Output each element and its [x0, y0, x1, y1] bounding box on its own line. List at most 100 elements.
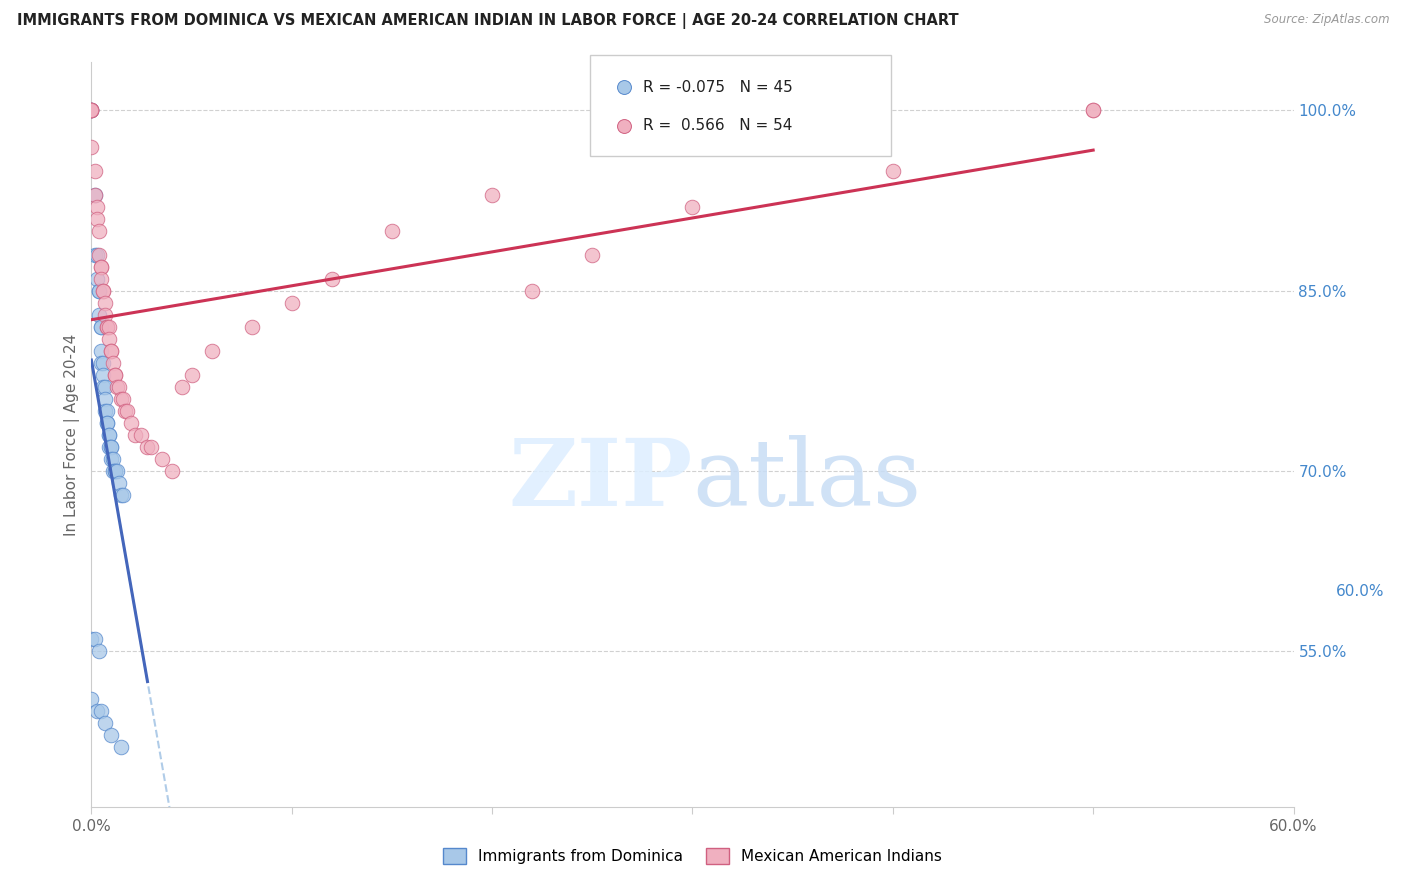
Point [1083, 103, 1105, 118]
Y-axis label: In Labor Force | Age 20-24: In Labor Force | Age 20-24 [65, 334, 80, 536]
Text: R =  0.566   N = 54: R = 0.566 N = 54 [643, 119, 793, 133]
Point [581, 247, 603, 261]
Point [321, 271, 343, 285]
Point [93, 356, 115, 370]
Point [100, 343, 122, 358]
Point [108, 380, 131, 394]
Point [80, 139, 103, 153]
Point [94, 380, 117, 394]
Point [141, 440, 163, 454]
Point [90, 271, 112, 285]
Point [112, 392, 135, 406]
Text: 60.0%: 60.0% [1336, 583, 1384, 599]
Point [86, 200, 108, 214]
FancyBboxPatch shape [591, 55, 891, 155]
Point [381, 224, 404, 238]
Point [89, 644, 111, 658]
Point [84, 163, 107, 178]
Point [100, 728, 122, 742]
Point [94, 716, 117, 731]
Point [90, 319, 112, 334]
Point [93, 284, 115, 298]
Point [112, 488, 135, 502]
Point [98, 319, 121, 334]
Point [96, 416, 118, 430]
Point [103, 451, 125, 466]
Point [93, 380, 115, 394]
Point [107, 464, 129, 478]
Point [80, 103, 103, 118]
Point [104, 368, 127, 382]
Point [104, 464, 127, 478]
Point [108, 475, 131, 490]
Point [89, 284, 111, 298]
Point [90, 356, 112, 370]
Point [90, 260, 112, 274]
Point [103, 464, 125, 478]
Point [121, 416, 143, 430]
Point [110, 488, 132, 502]
Point [98, 428, 121, 442]
Point [96, 319, 118, 334]
Point [522, 284, 544, 298]
Point [84, 632, 107, 646]
Point [80, 103, 103, 118]
Point [481, 187, 503, 202]
Point [98, 332, 121, 346]
Legend: Immigrants from Dominica, Mexican American Indians: Immigrants from Dominica, Mexican Americ… [437, 842, 948, 871]
Point [80, 632, 103, 646]
Point [150, 451, 173, 466]
Point [124, 428, 146, 442]
Point [86, 247, 108, 261]
Point [103, 356, 125, 370]
Point [80, 692, 103, 706]
Point [96, 319, 118, 334]
Point [80, 103, 103, 118]
Point [80, 103, 103, 118]
Point [104, 368, 127, 382]
Point [84, 187, 107, 202]
Point [90, 260, 112, 274]
Point [96, 404, 118, 418]
Point [86, 704, 108, 718]
Point [110, 740, 132, 755]
Point [80, 103, 103, 118]
Point [131, 428, 153, 442]
Text: Source: ZipAtlas.com: Source: ZipAtlas.com [1264, 13, 1389, 27]
Point [90, 343, 112, 358]
Point [100, 343, 122, 358]
Point [104, 464, 127, 478]
Point [1083, 103, 1105, 118]
Point [86, 211, 108, 226]
Point [98, 428, 121, 442]
Point [93, 284, 115, 298]
Point [681, 200, 703, 214]
Point [89, 308, 111, 322]
Point [98, 440, 121, 454]
Point [110, 392, 132, 406]
Text: IMMIGRANTS FROM DOMINICA VS MEXICAN AMERICAN INDIAN IN LABOR FORCE | AGE 20-24 C: IMMIGRANTS FROM DOMINICA VS MEXICAN AMER… [17, 13, 959, 29]
Point [84, 247, 107, 261]
Text: R = -0.075   N = 45: R = -0.075 N = 45 [643, 79, 793, 95]
Point [240, 319, 263, 334]
Point [114, 404, 136, 418]
Point [89, 247, 111, 261]
Point [89, 284, 111, 298]
Point [100, 440, 122, 454]
Point [94, 295, 117, 310]
Point [93, 368, 115, 382]
Point [107, 380, 129, 394]
Text: ZIP: ZIP [508, 434, 692, 524]
Point [96, 416, 118, 430]
Point [94, 404, 117, 418]
Point [80, 103, 103, 118]
Point [160, 464, 183, 478]
Point [86, 271, 108, 285]
Point [84, 187, 107, 202]
Text: atlas: atlas [692, 434, 922, 524]
Point [100, 440, 122, 454]
Point [90, 319, 112, 334]
Point [100, 451, 122, 466]
Point [180, 368, 202, 382]
Point [94, 392, 117, 406]
